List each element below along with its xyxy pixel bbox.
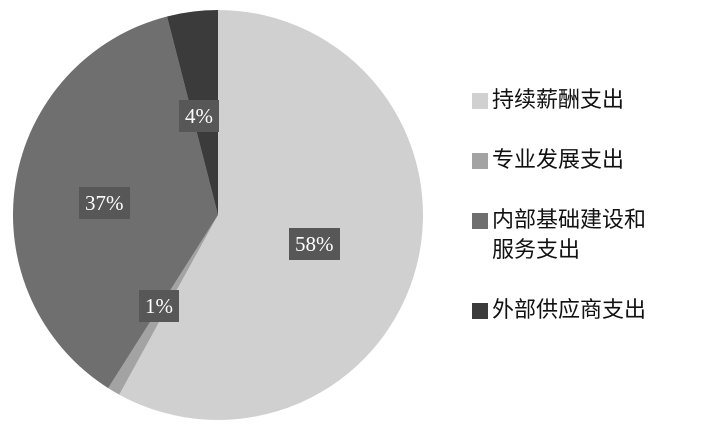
- legend-swatch: [472, 213, 488, 229]
- legend-item: 外部供应商支出: [472, 296, 646, 326]
- data-label-0: 58%: [289, 228, 340, 260]
- legend-label: 外部供应商支出: [492, 298, 647, 323]
- data-label-3: 4%: [179, 100, 219, 132]
- legend-swatch: [472, 93, 488, 109]
- legend-label: 内部基础建设和 服务支出: [492, 208, 647, 263]
- legend-label: 持续薪酬支出: [492, 88, 625, 113]
- legend-label: 专业发展支出: [492, 148, 625, 173]
- legend-swatch: [472, 153, 488, 169]
- legend-swatch: [472, 303, 488, 319]
- data-label-2: 37%: [79, 187, 130, 219]
- legend-item: 内部基础建设和 服务支出: [472, 206, 646, 266]
- legend-item: 持续薪酬支出: [472, 86, 646, 116]
- legend: 持续薪酬支出 专业发展支出 内部基础建设和 服务支出 外部供应商支出: [472, 86, 646, 356]
- data-label-1: 1%: [139, 290, 179, 322]
- pie-slice-0: [119, 10, 423, 420]
- legend-item: 专业发展支出: [472, 146, 646, 176]
